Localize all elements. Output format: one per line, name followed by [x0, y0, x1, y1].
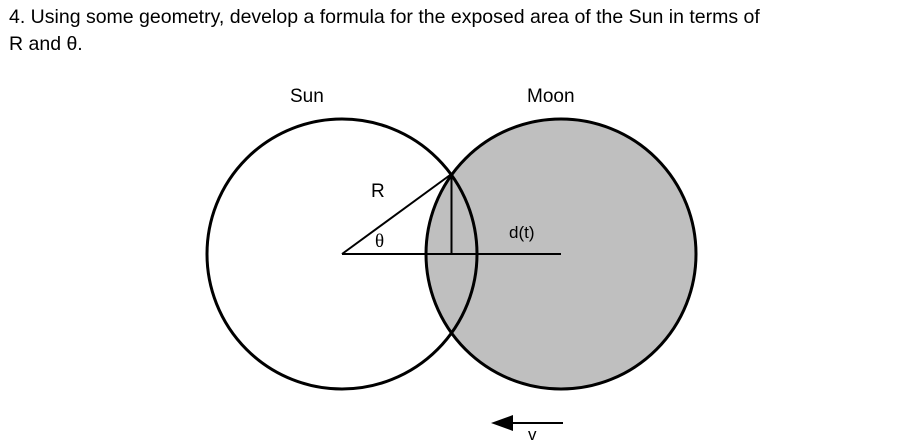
question-text: 4. Using some geometry, develop a formul…: [9, 4, 899, 58]
velocity-label: v: [528, 425, 537, 444]
radius-label: R: [371, 181, 385, 202]
question-line-2: R and θ.: [9, 33, 83, 55]
distance-label: d(t): [509, 223, 535, 242]
moon-label: Moon: [527, 86, 575, 107]
radius-line: [341, 173, 453, 255]
sun-label: Sun: [290, 86, 324, 107]
velocity-arrow: [491, 415, 563, 431]
velocity-arrow-head: [491, 415, 513, 431]
question-line-1: 4. Using some geometry, develop a formul…: [9, 6, 760, 28]
angle-label: θ: [375, 231, 384, 252]
